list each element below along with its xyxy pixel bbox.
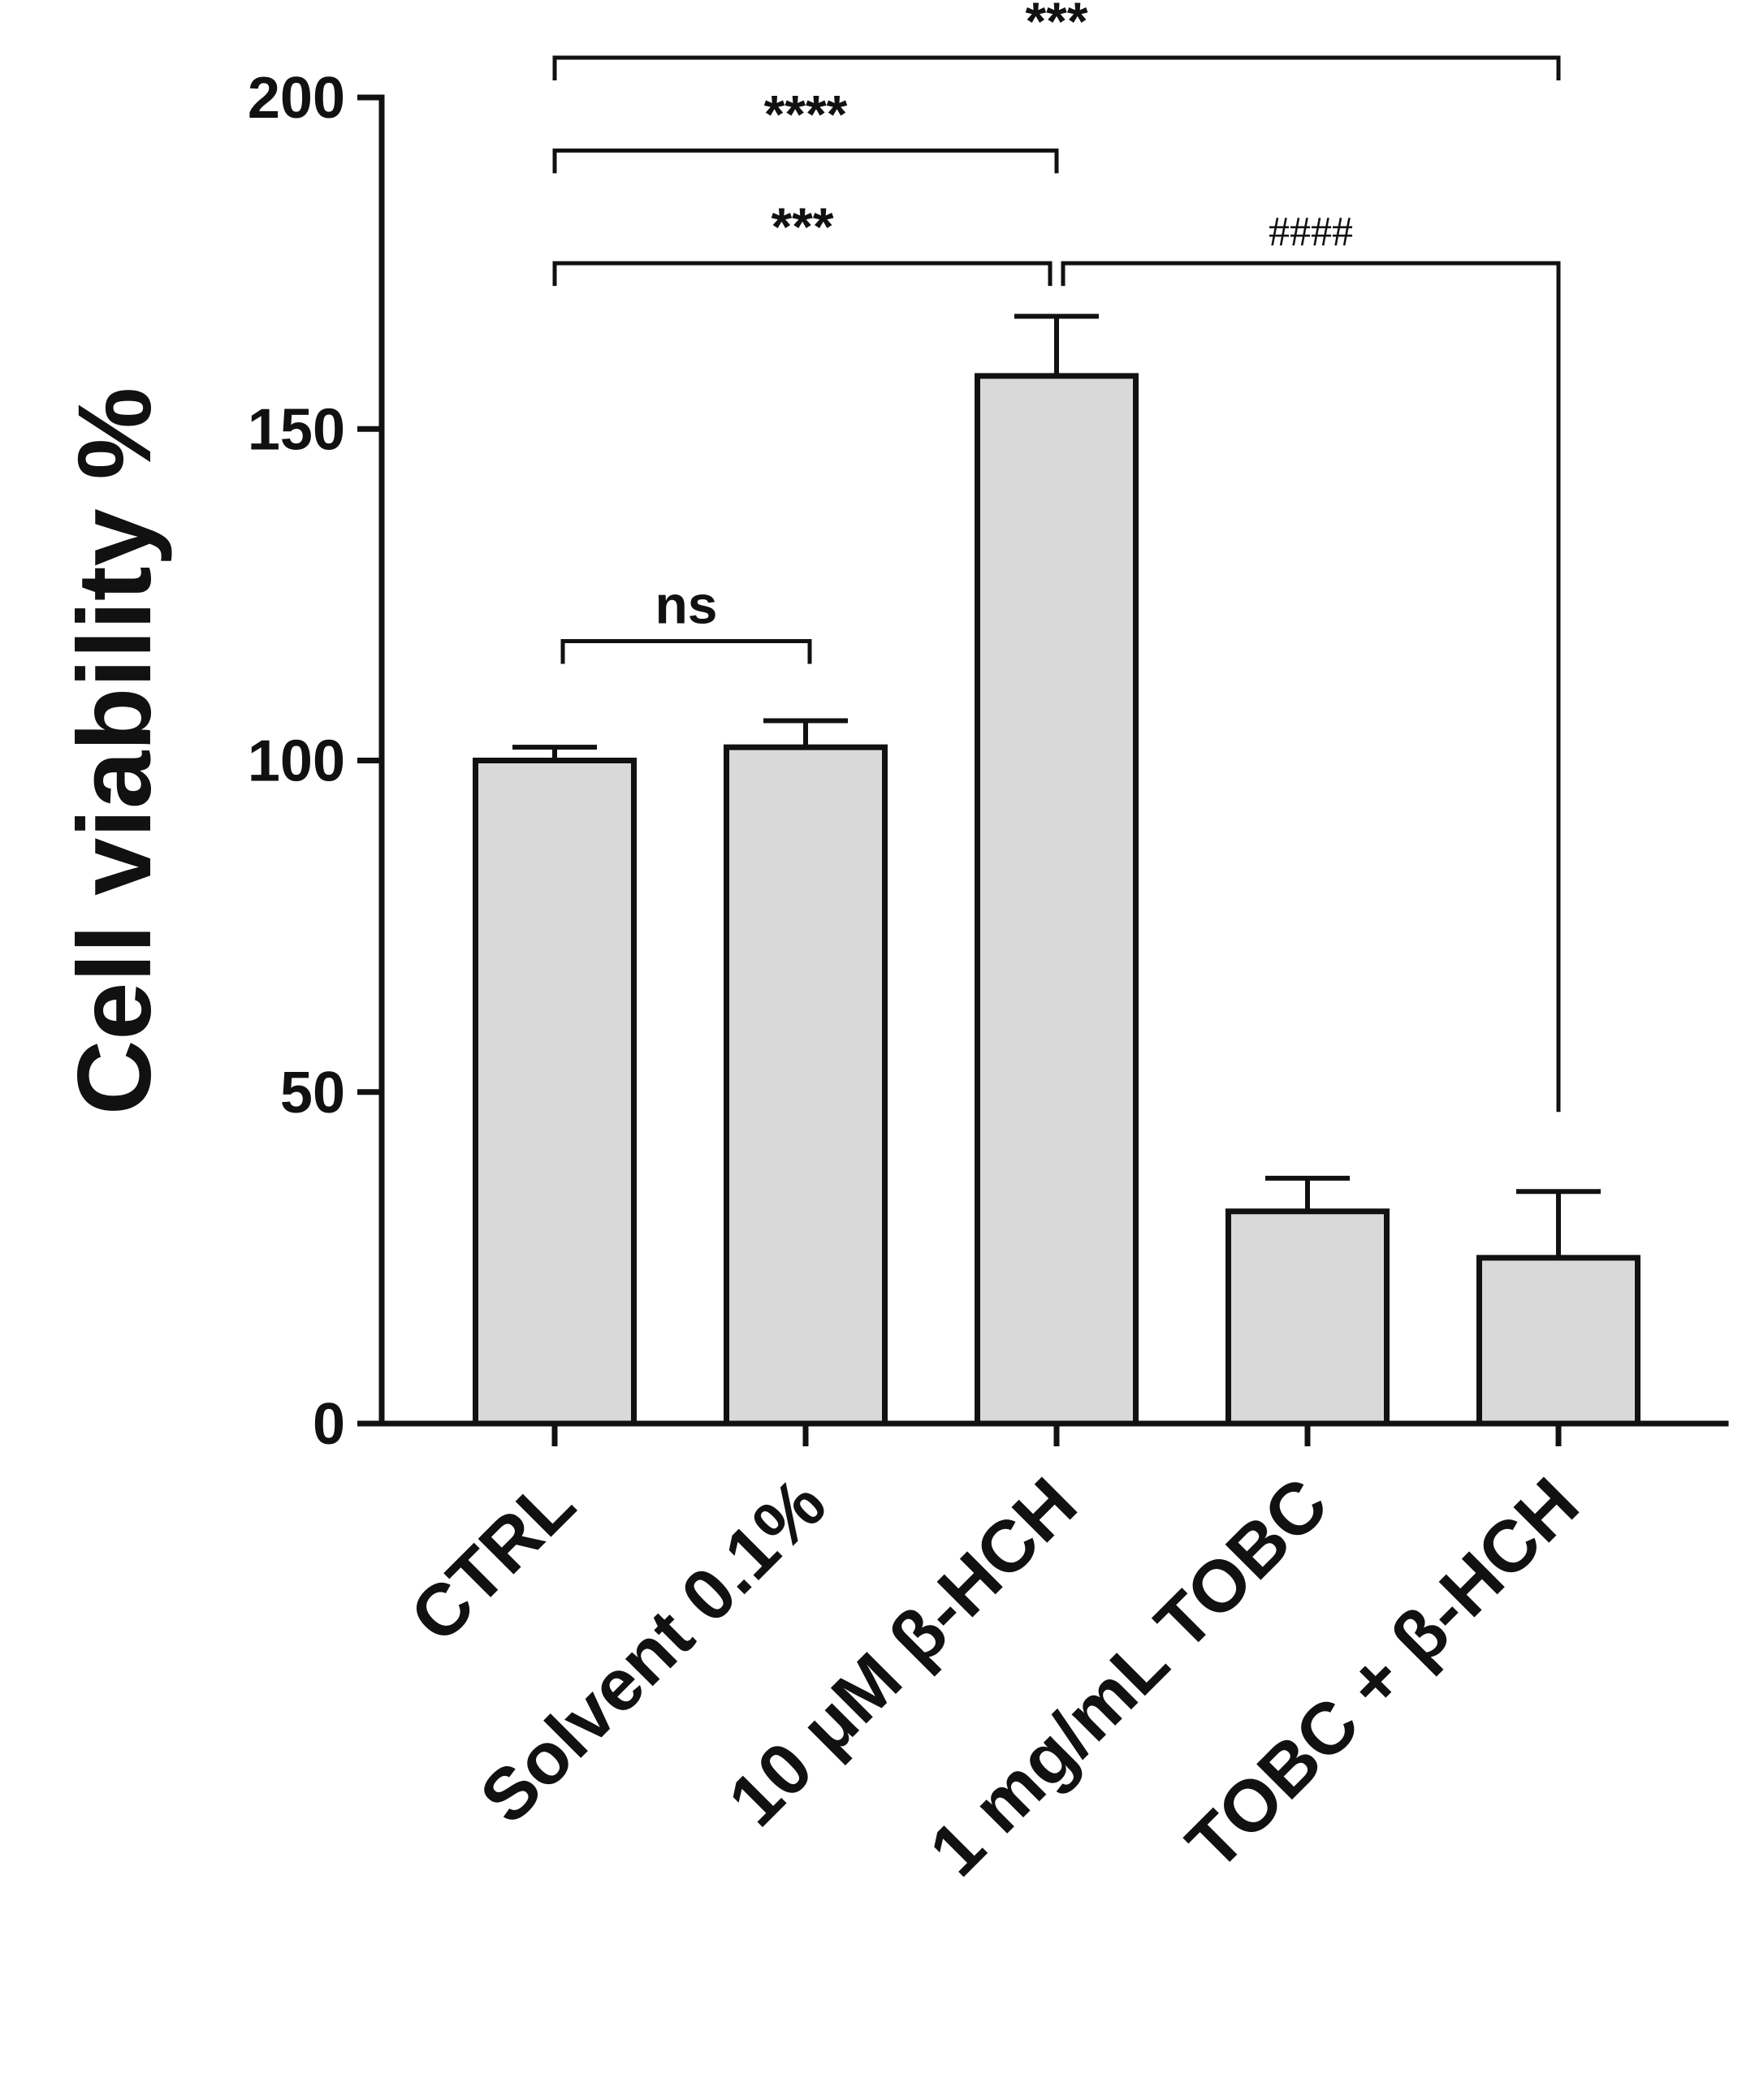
bar (1476, 1255, 1640, 1427)
significance-label: #### (1269, 209, 1353, 255)
bar (473, 758, 637, 1427)
significance-bracket (552, 261, 1053, 287)
y-tick-label: 50 (280, 1061, 345, 1126)
x-category-label: CTRL (396, 1463, 590, 1657)
bar (1225, 1208, 1390, 1427)
significance-annotations: ********** ####ns (552, 0, 1561, 1113)
y-axis-title: Cell viability % (57, 387, 173, 1115)
bar (975, 373, 1139, 1427)
significance-label: **** (764, 84, 848, 144)
bar (724, 744, 888, 1427)
significance-bracket (552, 55, 1561, 81)
y-axis-title-group: Cell viability % (57, 387, 173, 1115)
significance-bracket (1061, 261, 1561, 1113)
significance-label: *** (771, 197, 833, 257)
significance-label: *** (1025, 0, 1087, 51)
y-tick-label: 200 (248, 66, 345, 131)
y-tick-label: 150 (248, 397, 345, 462)
significance-bracket (552, 148, 1059, 174)
y-tick-label: 0 (313, 1392, 345, 1457)
significance-label: ns (655, 575, 717, 635)
y-tick-label: 100 (248, 729, 345, 794)
bars (473, 313, 1640, 1427)
significance-bracket (560, 639, 812, 664)
